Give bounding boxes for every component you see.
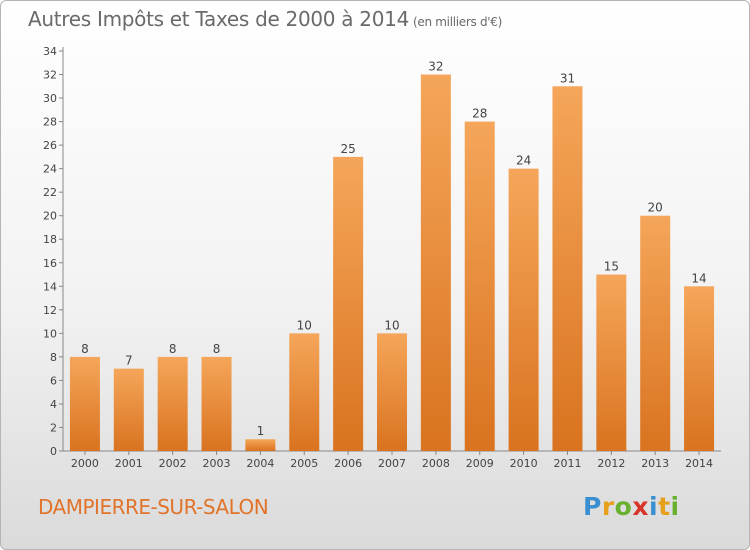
bar [508, 168, 539, 451]
bar [201, 356, 232, 451]
x-tick-label: 2004 [246, 457, 274, 470]
x-tick-label: 2000 [71, 457, 99, 470]
y-tick-label: 14 [43, 280, 57, 293]
x-tick-label: 2012 [597, 457, 625, 470]
y-tick-label: 16 [43, 257, 57, 270]
chart-title-text: Autres Impôts et Taxes de 2000 à 2014 [28, 7, 409, 31]
y-tick-label: 2 [50, 421, 57, 434]
bar [596, 274, 627, 451]
logo-letter: i [649, 492, 659, 521]
chart-subtitle: (en milliers d'€) [413, 15, 503, 29]
bar-value-label: 31 [560, 71, 575, 85]
y-tick-label: 12 [43, 304, 57, 317]
x-tick-label: 2006 [334, 457, 362, 470]
bar [113, 368, 144, 451]
bar-value-label: 7 [125, 354, 133, 368]
commune-name: DAMPIERRE-SUR-SALON [38, 495, 269, 519]
x-tick-label: 2014 [685, 457, 713, 470]
x-tick-label: 2007 [378, 457, 406, 470]
bar [640, 215, 671, 451]
y-tick-label: 26 [43, 139, 57, 152]
bar-value-label: 1 [257, 424, 265, 438]
bar-value-label: 10 [384, 318, 399, 332]
bar [69, 356, 100, 451]
bar-value-label: 10 [297, 318, 312, 332]
bar [684, 286, 715, 451]
bar-value-label: 28 [472, 107, 487, 121]
bar [245, 439, 276, 451]
y-tick-label: 6 [50, 374, 57, 387]
logo-letter: P [583, 492, 602, 521]
bar-value-label: 25 [340, 142, 355, 156]
x-tick-label: 2001 [115, 457, 143, 470]
y-tick-label: 32 [43, 69, 57, 82]
bar-value-label: 15 [604, 260, 619, 274]
x-tick-label: 2010 [510, 457, 538, 470]
bar-value-label: 8 [81, 342, 89, 356]
y-tick-label: 22 [43, 186, 57, 199]
y-tick-label: 18 [43, 233, 57, 246]
x-tick-label: 2003 [203, 457, 231, 470]
y-tick-label: 4 [50, 398, 57, 411]
bar [464, 121, 495, 452]
y-tick-label: 10 [43, 327, 57, 340]
x-tick-label: 2009 [466, 457, 494, 470]
y-tick-label: 30 [43, 92, 57, 105]
bar [552, 86, 583, 451]
y-tick-label: 28 [43, 116, 57, 129]
logo-letter: i [670, 492, 680, 521]
x-tick-label: 2002 [159, 457, 187, 470]
x-tick-label: 2005 [290, 457, 318, 470]
proxiti-logo[interactable]: Proxiti [583, 492, 680, 521]
bar-value-label: 24 [516, 154, 531, 168]
y-tick-label: 20 [43, 210, 57, 223]
x-tick-label: 2011 [553, 457, 581, 470]
logo-letter: o [614, 492, 633, 521]
bar [333, 156, 364, 451]
y-tick-label: 34 [43, 45, 57, 58]
bar [157, 356, 188, 451]
bar [289, 333, 320, 451]
logo-letter: r [601, 492, 615, 521]
y-tick-label: 24 [43, 163, 57, 176]
logo-letter: x [632, 492, 649, 521]
bar-value-label: 20 [648, 201, 663, 215]
bar-value-label: 32 [428, 60, 443, 74]
chart-title: Autres Impôts et Taxes de 2000 à 2014 (en… [28, 7, 502, 31]
bar [377, 333, 407, 451]
y-tick-label: 8 [50, 351, 57, 364]
bar [420, 74, 451, 451]
logo-letter: t [658, 492, 671, 521]
y-tick-label: 0 [50, 445, 57, 458]
bar-value-label: 8 [169, 342, 177, 356]
bar-value-label: 8 [213, 342, 221, 356]
bar-value-label: 14 [691, 271, 706, 285]
x-tick-label: 2013 [641, 457, 669, 470]
x-tick-label: 2008 [422, 457, 450, 470]
